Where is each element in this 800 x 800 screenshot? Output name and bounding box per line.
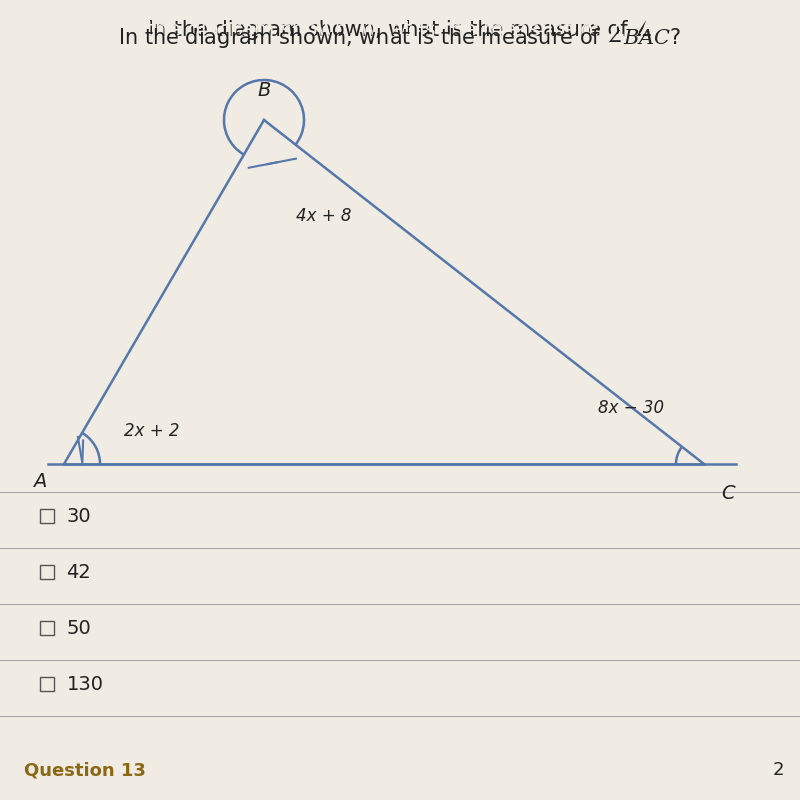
Bar (40, 677, 54, 691)
Text: 2: 2 (773, 761, 784, 779)
Text: 50: 50 (66, 618, 91, 638)
Text: 4x + 8: 4x + 8 (296, 207, 351, 225)
Text: 8x − 30: 8x − 30 (598, 399, 664, 417)
Bar (40, 509, 54, 523)
Text: A: A (34, 472, 46, 491)
Text: 42: 42 (66, 562, 91, 582)
Text: 30: 30 (66, 506, 91, 526)
Text: 130: 130 (66, 674, 103, 694)
Text: Question 13: Question 13 (24, 761, 146, 779)
Bar (40, 621, 54, 635)
Text: In the diagram shown, what is the measure of $\angle BAC$?: In the diagram shown, what is the measur… (118, 26, 682, 50)
Text: In the diagram shown, what is the measure of ∠​BAC?: In the diagram shown, what is the measur… (121, 20, 679, 40)
Text: In the diagram shown, what is the measure of ∠: In the diagram shown, what is the measur… (147, 20, 653, 40)
Text: 2x + 2: 2x + 2 (124, 422, 179, 440)
Text: B: B (258, 81, 270, 100)
Text: C: C (721, 484, 735, 503)
Bar (40, 565, 54, 579)
